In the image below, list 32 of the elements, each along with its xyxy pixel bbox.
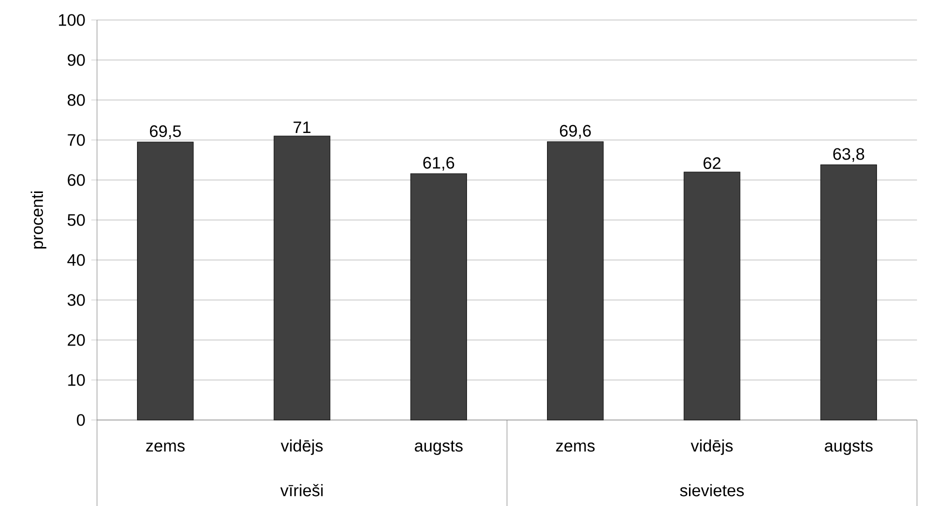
x-tick-label: vidējs: [690, 439, 733, 455]
bar: [820, 164, 877, 420]
data-label: 69,5: [150, 125, 181, 140]
y-tick-label: 0: [76, 414, 85, 426]
data-label: 63,8: [833, 148, 864, 162]
y-tick-label: 80: [68, 94, 85, 106]
y-tick-label: 40: [67, 254, 85, 266]
data-label: 71: [294, 122, 310, 134]
bar: [137, 142, 194, 420]
x-tick-label: augsts: [824, 440, 873, 455]
data-label: 62: [704, 157, 720, 170]
data-label: 69,6: [560, 124, 591, 139]
bar: [274, 136, 330, 420]
y-tick-label: 50: [68, 214, 85, 226]
bar: [547, 141, 604, 420]
text: sievietes: [680, 484, 744, 496]
x-tick-label: zems: [146, 442, 185, 452]
y-tick-label: 70: [68, 134, 85, 146]
y-tick-label: 60: [68, 174, 85, 186]
x-tick-label: zems: [556, 442, 595, 452]
y-axis-title: procenti: [30, 191, 46, 249]
y-tick-label: 10: [68, 374, 85, 386]
bar: [684, 172, 740, 420]
y-tick-label: 90: [68, 54, 85, 66]
bar: [410, 173, 467, 420]
y-tick-label: 20: [68, 334, 85, 346]
text: vīrieši: [280, 484, 323, 496]
y-tick-label: 100: [58, 14, 85, 26]
data-label: 61,6: [423, 156, 454, 171]
y-tick-label: 30: [68, 294, 85, 306]
x-tick-label: augsts: [414, 440, 463, 455]
x-tick-label: vidējs: [280, 439, 323, 455]
